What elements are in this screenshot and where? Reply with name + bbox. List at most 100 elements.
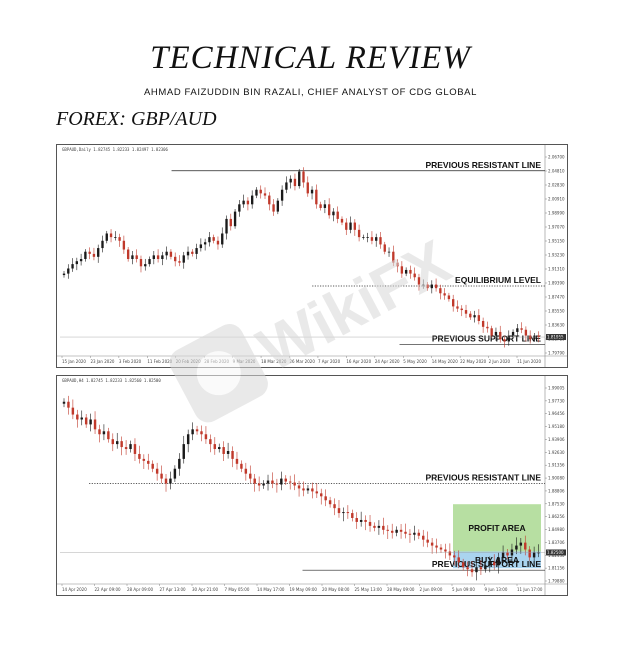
y-tick-label: 1.79790: [548, 351, 565, 356]
daily-chart: GBPAUD,Daily 1.82745 1.82233 1.82497 1.8…: [57, 145, 567, 367]
candle-body: [477, 315, 481, 321]
candle-body: [355, 517, 358, 522]
candle-body: [222, 447, 225, 454]
candle-body: [511, 331, 515, 336]
y-tick-label: 1.89390: [548, 281, 565, 286]
candle-body: [169, 251, 173, 257]
candle-body: [199, 244, 203, 249]
candle-body: [479, 567, 483, 570]
y-tick-label: 1.84980: [548, 527, 565, 532]
candle-body: [174, 256, 177, 262]
y-tick-label: 1.91310: [548, 267, 565, 272]
candle-body: [216, 240, 220, 245]
candle-body: [297, 485, 301, 489]
candle-body: [447, 295, 451, 300]
candle-body: [444, 549, 447, 552]
candle-body: [111, 439, 115, 445]
candle-body: [520, 328, 523, 330]
candle-body: [118, 237, 121, 241]
candle-body: [80, 417, 83, 420]
candle-body: [453, 555, 456, 558]
candle-body: [426, 539, 429, 543]
candle-body: [97, 248, 100, 257]
candle-body: [242, 200, 245, 205]
y-tick-label: 1.95180: [548, 424, 565, 429]
candle-body: [400, 266, 404, 274]
candle-body: [280, 478, 283, 485]
candle-body: [353, 222, 356, 230]
candle-body: [114, 237, 117, 238]
candle-body: [434, 284, 438, 289]
candle-body: [469, 313, 472, 318]
candle-body: [151, 463, 154, 469]
x-tick-label: 14 May 2020: [432, 359, 459, 364]
candle-body: [364, 519, 367, 522]
y-tick-label: 1.92630: [548, 450, 565, 455]
candle-body: [152, 255, 155, 260]
y-tick-label: 1.91356: [548, 463, 565, 468]
candle-body: [426, 284, 429, 289]
candle-body: [195, 429, 199, 432]
candle-body: [516, 328, 519, 332]
candle-body: [203, 242, 207, 245]
candle-body: [399, 529, 403, 532]
candle-body: [98, 429, 101, 435]
candle-body: [186, 434, 190, 445]
x-tick-label: 11 Jun 2020: [517, 359, 542, 364]
y-tick-label: 1.81156: [548, 566, 565, 571]
candle-body: [155, 468, 159, 474]
annotation-label: PREVIOUS RESISTANT LINE: [425, 160, 541, 170]
daily-chart-panel: GBPAUD,Daily 1.82745 1.82233 1.82497 1.8…: [56, 144, 568, 368]
candle-body: [357, 229, 361, 238]
x-tick-label: 5 Jun 09:00: [452, 587, 475, 592]
candle-body: [379, 237, 382, 245]
current-price-label: 1.81955: [547, 335, 564, 340]
candle-body: [285, 182, 288, 190]
x-tick-label: 11 Feb 2020: [147, 359, 172, 364]
candle-body: [533, 335, 536, 340]
zone-label: BUY AREA: [475, 555, 519, 565]
candle-body: [169, 478, 172, 484]
x-tick-label: 15 Jan 2020: [62, 359, 86, 364]
annotation-label: EQUILIBRIUM LEVEL: [455, 275, 541, 285]
candle-body: [382, 525, 385, 530]
x-tick-label: 22 Apr 09:00: [95, 587, 122, 592]
candle-body: [280, 189, 284, 201]
candle-body: [88, 251, 91, 254]
candle-body: [293, 482, 296, 486]
candle-body: [503, 339, 506, 342]
candle-body: [262, 483, 265, 486]
candle-body: [275, 483, 279, 485]
candle-body: [75, 261, 79, 265]
candle-body: [67, 401, 70, 408]
y-tick-label: 1.88806: [548, 488, 565, 493]
candle-body: [109, 233, 113, 238]
candle-body: [466, 567, 469, 570]
candle-body: [349, 222, 352, 230]
y-tick-label: 2.02830: [548, 183, 565, 188]
x-tick-label: 22 May 2020: [460, 359, 487, 364]
candle-body: [288, 481, 292, 483]
candle-body: [62, 401, 66, 404]
candle-body: [359, 519, 363, 522]
candle-body: [116, 441, 119, 445]
x-tick-label: 18 Mar 2020: [261, 359, 287, 364]
candle-body: [351, 513, 354, 518]
candle-body: [375, 237, 378, 241]
candle-body: [101, 240, 104, 249]
candle-body: [494, 331, 498, 336]
candle-body: [182, 255, 185, 263]
candle-body: [470, 569, 474, 573]
y-tick-label: 2.06700: [548, 155, 565, 160]
candle-body: [251, 195, 254, 205]
candle-body: [204, 434, 208, 440]
x-tick-label: 2 Jun 09:00: [420, 587, 443, 592]
candle-body: [417, 532, 421, 536]
candle-body: [240, 463, 243, 469]
candle-body: [430, 542, 434, 546]
x-tick-label: 9 Jun 13:00: [485, 587, 508, 592]
x-tick-label: 23 Jan 2020: [90, 359, 114, 364]
candle-body: [370, 237, 374, 241]
candle-body: [133, 444, 137, 454]
candle-body: [430, 284, 433, 289]
